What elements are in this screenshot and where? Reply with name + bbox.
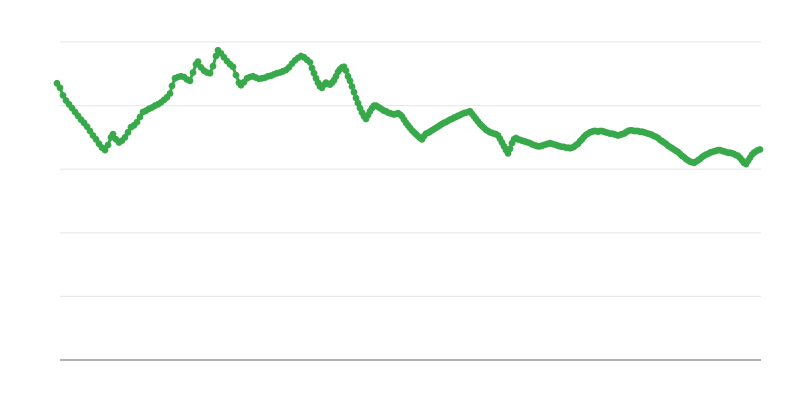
data-point — [232, 71, 240, 79]
data-point — [506, 145, 514, 153]
data-point — [186, 77, 194, 85]
data-point — [59, 92, 67, 99]
data-point — [206, 69, 214, 77]
data-point — [56, 84, 64, 92]
data-point — [350, 88, 358, 96]
data-point — [346, 77, 354, 85]
data-point — [104, 141, 112, 149]
data-point — [209, 62, 217, 70]
data-point — [189, 69, 197, 76]
data-point — [348, 83, 356, 90]
data-point — [101, 146, 109, 154]
data-point — [306, 59, 314, 66]
data-point — [756, 146, 764, 153]
data-point — [166, 90, 174, 97]
data-point — [229, 63, 237, 71]
data-point — [133, 118, 141, 126]
data-point — [194, 58, 202, 66]
data-point — [168, 82, 176, 90]
data-point — [308, 64, 316, 72]
data-point — [136, 113, 144, 121]
data-point — [109, 130, 117, 138]
data-point — [310, 69, 318, 77]
data-point — [212, 52, 220, 60]
data-point — [121, 134, 129, 141]
series-line — [55, 48, 762, 166]
data-point — [352, 94, 360, 102]
data-point — [124, 128, 132, 136]
data-point — [342, 67, 350, 74]
